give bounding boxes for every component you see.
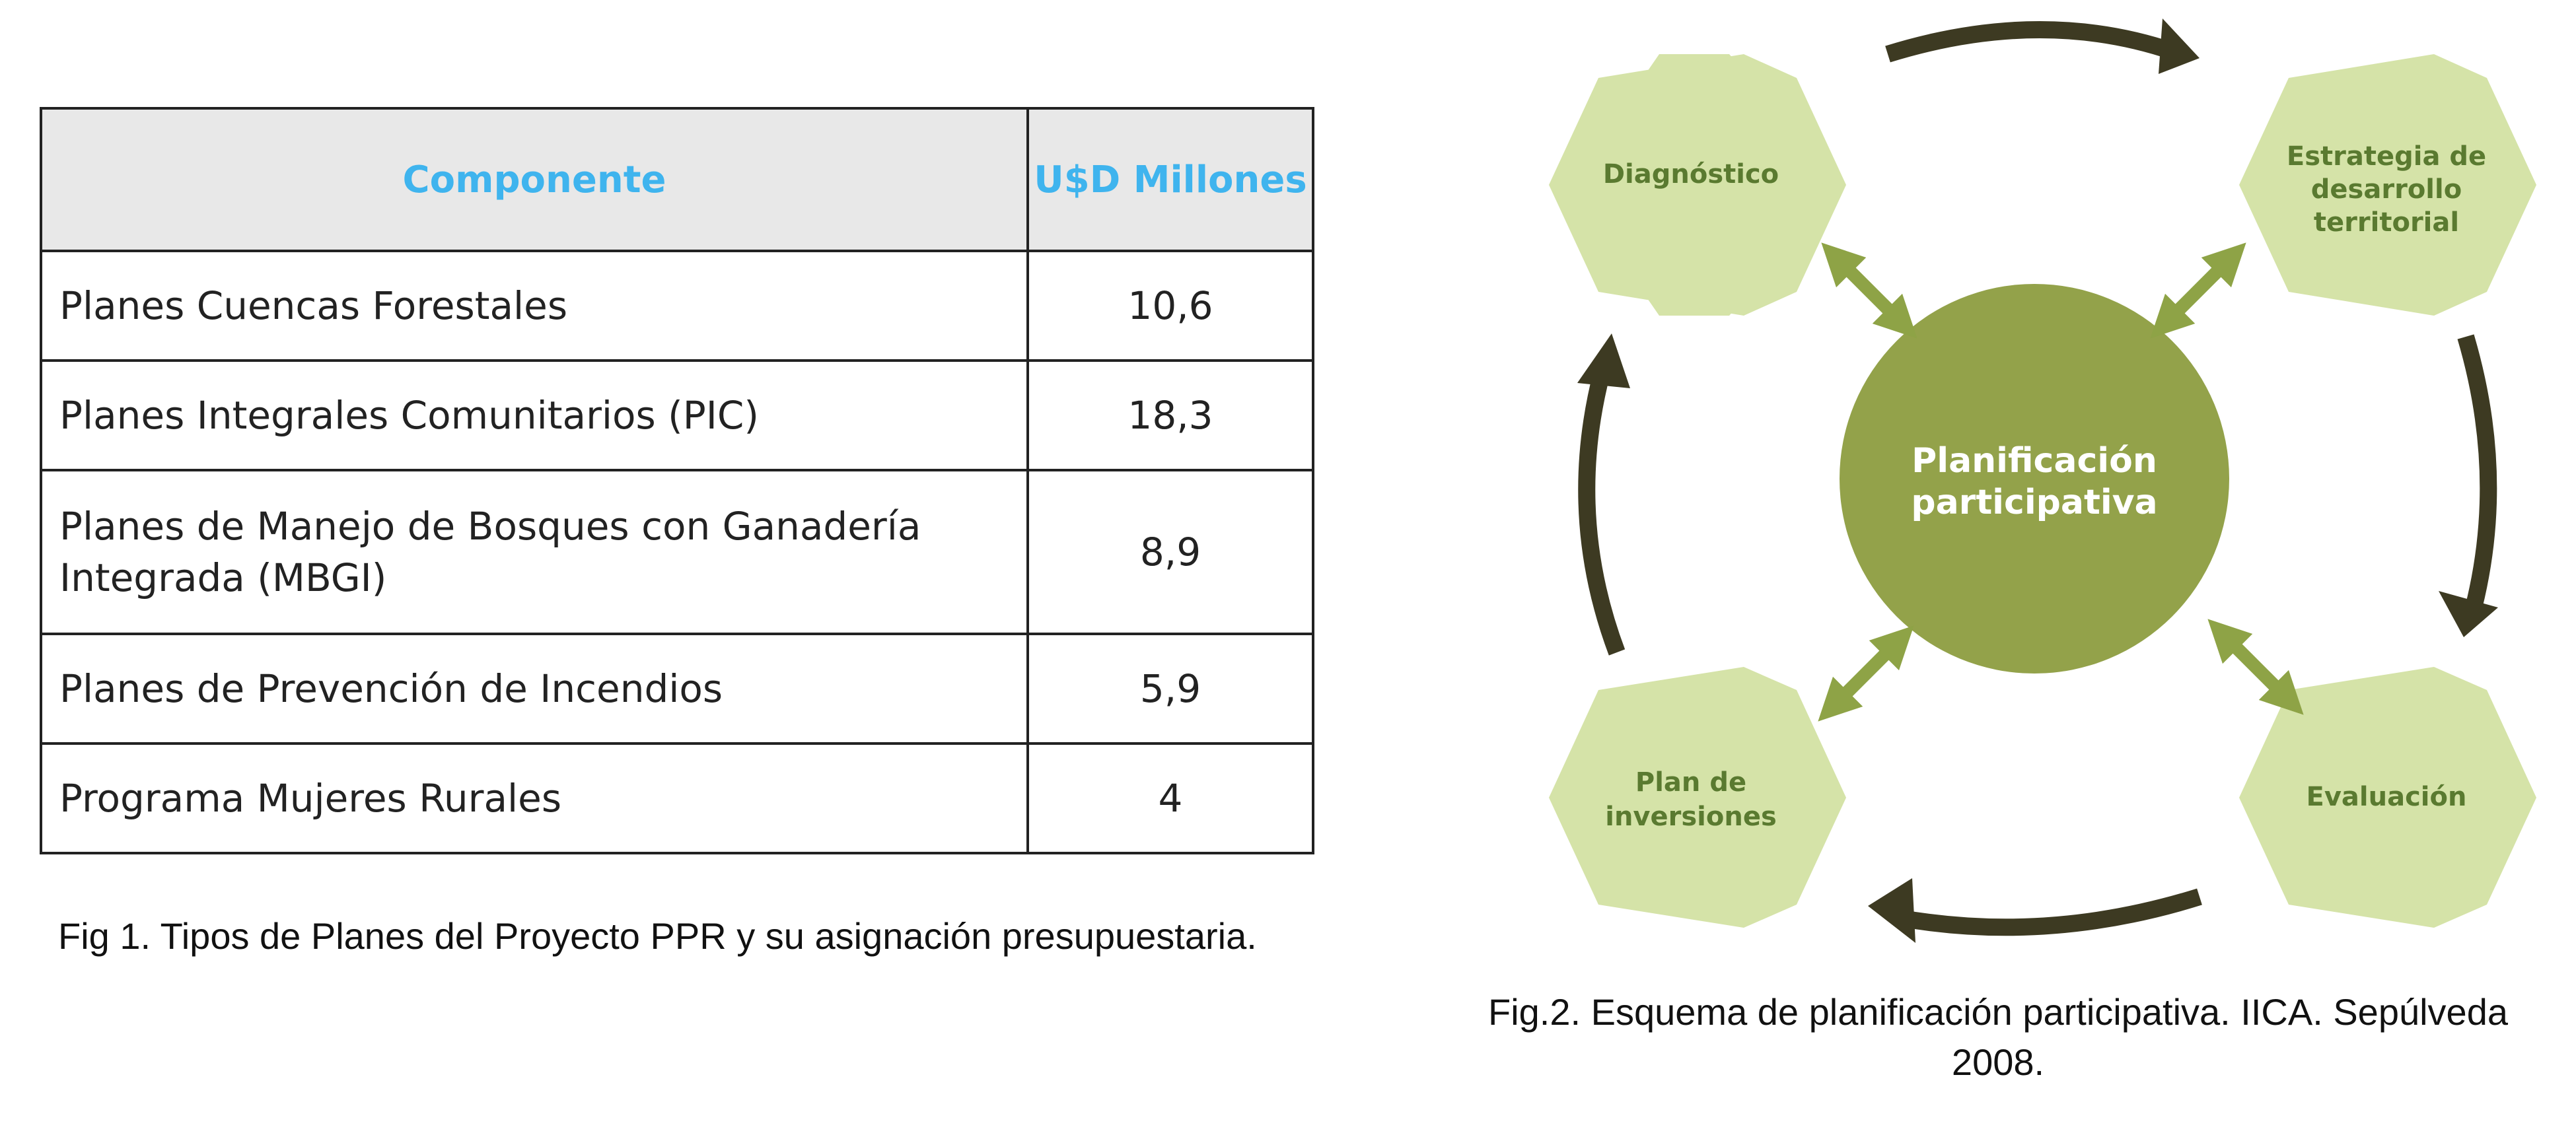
double-arrow-estrategia xyxy=(2150,242,2246,339)
hexagon-evaluacion: Evaluación xyxy=(2239,667,2536,928)
hexagon-diagnostico: Diagnóstico xyxy=(1549,54,1846,316)
figure-2-caption-line2: 2008. xyxy=(1951,1041,2045,1083)
figure-2-caption: Fig.2. Esquema de planificación particip… xyxy=(1447,987,2550,1088)
double-arrows xyxy=(1818,242,2304,722)
hex-label-estrategia-3: territorial xyxy=(2314,207,2459,238)
column-header-componente: Componente xyxy=(40,107,1029,252)
table-row: Planes Cuencas Forestales 10,6 xyxy=(40,250,1314,362)
double-arrow-diagnostico xyxy=(1821,242,1917,339)
cycle-arrows xyxy=(1577,18,2498,943)
cycle-arrow-bottom xyxy=(1868,878,2202,943)
table-row: Planes de Prevención de Incendios 5,9 xyxy=(40,633,1314,745)
table-row: Planes Integrales Comunitarios (PIC) 18,… xyxy=(40,359,1314,471)
column-header-usd-millones: U$D Millones xyxy=(1026,107,1314,252)
cell-valor: 8,9 xyxy=(1026,469,1314,635)
center-label-line1: Planificación xyxy=(1912,441,2157,481)
cell-valor: 4 xyxy=(1026,742,1314,854)
cycle-arrow-right xyxy=(2439,334,2498,637)
hex-label-diagnostico: Diagnóstico xyxy=(1603,159,1779,190)
table-header-row: Componente U$D Millones xyxy=(40,107,1314,252)
cell-componente: Planes Integrales Comunitarios (PIC) xyxy=(40,359,1029,471)
hex-label-plan-2: inversiones xyxy=(1605,802,1777,832)
cell-componente: Planes Cuencas Forestales xyxy=(40,250,1029,362)
center-label-line2: participativa xyxy=(1911,483,2157,522)
cell-valor: 10,6 xyxy=(1026,250,1314,362)
hex-label-plan-1: Plan de xyxy=(1635,767,1746,798)
table-row: Programa Mujeres Rurales 4 xyxy=(40,742,1314,854)
cycle-arrow-top xyxy=(1885,18,2200,74)
cycle-arrow-left xyxy=(1577,333,1630,656)
hex-label-evaluacion: Evaluación xyxy=(2307,782,2467,812)
double-arrow-evaluacion xyxy=(2207,619,2304,715)
center-circle: Planificación participativa xyxy=(1840,284,2229,674)
cell-componente: Planes de Prevención de Incendios xyxy=(40,633,1029,745)
hexagon-estrategia: Estrategia de desarrollo territorial xyxy=(2239,54,2536,316)
double-arrow-plan xyxy=(1818,625,1914,722)
figure-2-caption-line1: Fig.2. Esquema de planificación particip… xyxy=(1488,991,2508,1033)
figure-1-caption: Fig 1. Tipos de Planes del Proyecto PPR … xyxy=(58,915,1257,957)
hexagon-plan-inversiones: Plan de inversiones xyxy=(1549,667,1846,928)
cell-componente: Planes de Manejo de Bosques con Ganaderí… xyxy=(40,469,1029,635)
cell-valor: 5,9 xyxy=(1026,633,1314,745)
budget-table: Componente U$D Millones Planes Cuencas F… xyxy=(40,107,1314,854)
table-row: Planes de Manejo de Bosques con Ganaderí… xyxy=(40,469,1314,635)
hex-label-estrategia-2: desarrollo xyxy=(2311,174,2462,205)
cell-valor: 18,3 xyxy=(1026,359,1314,471)
cell-componente: Programa Mujeres Rurales xyxy=(40,742,1029,854)
hex-label-estrategia-1: Estrategia de xyxy=(2287,141,2486,172)
